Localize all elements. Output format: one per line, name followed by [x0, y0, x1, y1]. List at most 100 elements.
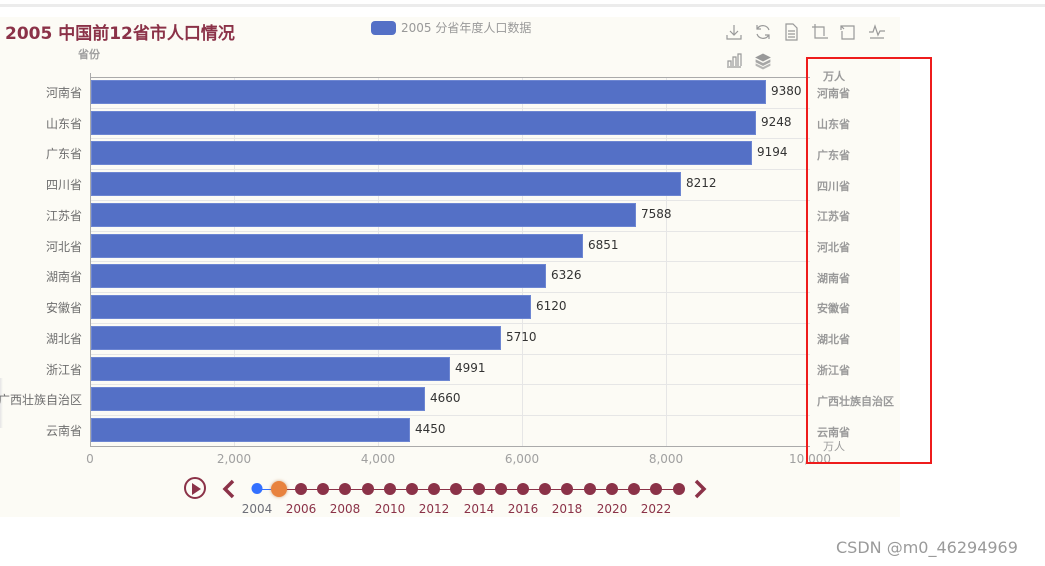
grid-line: [90, 200, 810, 201]
timeline-point-2009[interactable]: [362, 483, 374, 495]
bar[interactable]: [91, 141, 752, 165]
bar[interactable]: [91, 80, 766, 104]
edge-shadow: [0, 378, 3, 428]
zoom-select-icon[interactable]: [810, 22, 830, 42]
y-axis-name: 省份: [78, 48, 100, 61]
bar[interactable]: [91, 111, 756, 135]
bar-value-label: 9194: [757, 145, 788, 159]
bar[interactable]: [91, 172, 681, 196]
y-axis-line: [90, 77, 91, 446]
bar[interactable]: [91, 326, 501, 350]
y-axis-label: 河南省: [45, 86, 82, 100]
timeline-point-2018[interactable]: [561, 483, 573, 495]
bar[interactable]: [91, 418, 410, 442]
annotation-highlight-box: [806, 57, 932, 464]
timeline-point-2006[interactable]: [295, 483, 307, 495]
timeline-point-2022[interactable]: [650, 483, 662, 495]
bar[interactable]: [91, 295, 531, 319]
timeline-label[interactable]: 2022: [640, 502, 672, 516]
right-axis-label: 安徽省: [817, 302, 850, 315]
line-chart-icon[interactable]: [867, 22, 887, 42]
y-axis-label: 广西壮族自治区: [0, 393, 82, 407]
grid-line: [90, 138, 810, 139]
y-axis-label: 山东省: [45, 117, 82, 131]
grid-line: [90, 292, 810, 293]
y-axis-label: 湖南省: [45, 270, 82, 284]
legend-item[interactable]: 2005 分省年度人口数据: [371, 19, 531, 36]
zoom-reset-icon[interactable]: [838, 22, 858, 42]
bar-chart-icon[interactable]: [724, 51, 744, 71]
timeline-label[interactable]: 2012: [418, 502, 450, 516]
timeline-point-2007[interactable]: [317, 483, 329, 495]
watermark: CSDN @m0_46294969: [836, 538, 1018, 557]
grid-line: [90, 354, 810, 355]
timeline-label[interactable]: 2016: [507, 502, 539, 516]
timeline-point-2020[interactable]: [606, 483, 618, 495]
timeline-point-2023[interactable]: [673, 483, 685, 495]
timeline-point-2012[interactable]: [428, 483, 440, 495]
bar[interactable]: [91, 387, 425, 411]
x-axis-tick-label: 0: [86, 452, 94, 466]
browser-top-border: [0, 4, 1045, 7]
bar[interactable]: [91, 234, 583, 258]
data-view-icon[interactable]: [781, 22, 801, 42]
timeline-next-button[interactable]: [692, 478, 708, 500]
right-axis-label: 河南省: [817, 87, 850, 100]
grid-line: [90, 231, 810, 232]
chevron-right-icon: [694, 479, 707, 499]
timeline-point-2005-current[interactable]: [271, 481, 287, 497]
timeline-label[interactable]: 2010: [374, 502, 406, 516]
y-axis-label: 云南省: [45, 424, 82, 438]
x-axis-tick-label: 2,000: [216, 452, 252, 466]
grid-line: [90, 415, 810, 416]
timeline-point-2017[interactable]: [539, 483, 551, 495]
right-axis-label: 云南省: [817, 426, 850, 439]
timeline-play-button[interactable]: [184, 477, 206, 499]
right-axis-unit-bottom: 万人: [823, 440, 845, 453]
bar-value-label: 8212: [686, 176, 717, 190]
timeline-point-2010[interactable]: [384, 483, 396, 495]
y-axis-label: 安徽省: [45, 301, 82, 315]
timeline-label[interactable]: 2008: [329, 502, 361, 516]
x-axis-line: [90, 446, 810, 447]
timeline-label[interactable]: 2020: [596, 502, 628, 516]
timeline-point-2021[interactable]: [628, 483, 640, 495]
right-axis-label: 浙江省: [817, 364, 850, 377]
bar[interactable]: [91, 203, 636, 227]
x-axis-tick-label: 6,000: [504, 452, 540, 466]
timeline-point-2011[interactable]: [406, 483, 418, 495]
axis-tick: [90, 73, 91, 77]
bar[interactable]: [91, 264, 546, 288]
bar-value-label: 4991: [455, 361, 486, 375]
stack-icon[interactable]: [753, 51, 773, 71]
y-axis-label: 浙江省: [45, 363, 82, 377]
bar-value-label: 9380: [771, 84, 802, 98]
timeline-point-2015[interactable]: [495, 483, 507, 495]
y-axis-label: 四川省: [45, 178, 82, 192]
timeline-point-2004[interactable]: [251, 483, 263, 494]
timeline-point-2008[interactable]: [339, 483, 351, 495]
timeline-label[interactable]: 2006: [285, 502, 317, 516]
timeline-prev-button[interactable]: [221, 478, 237, 500]
refresh-icon[interactable]: [753, 22, 773, 42]
bar[interactable]: [91, 357, 450, 381]
bar-value-label: 4660: [430, 391, 461, 405]
grid-line: [90, 323, 810, 324]
timeline-point-2016[interactable]: [517, 483, 529, 495]
bar-value-label: 7588: [641, 207, 672, 221]
timeline-point-2014[interactable]: [473, 483, 485, 495]
timeline-label[interactable]: 2004: [241, 502, 273, 516]
y-axis-label: 江苏省: [45, 209, 82, 223]
timeline-point-2013[interactable]: [450, 483, 462, 495]
timeline-point-2019[interactable]: [584, 483, 596, 495]
chevron-left-icon: [222, 479, 235, 499]
bar-value-label: 6851: [588, 238, 619, 252]
timeline-label[interactable]: 2018: [551, 502, 583, 516]
legend-swatch: [371, 20, 396, 35]
timeline-progress-line: [257, 489, 279, 490]
chart-title: 2005 中国前12省市人口情况: [5, 24, 235, 44]
download-icon[interactable]: [724, 22, 744, 42]
y-axis-label: 河北省: [45, 240, 82, 254]
timeline-label[interactable]: 2014: [463, 502, 495, 516]
bar-value-label: 6326: [551, 268, 582, 282]
